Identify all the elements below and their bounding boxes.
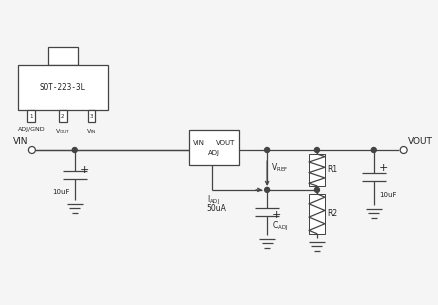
Bar — [48, 47, 78, 65]
Text: VIN: VIN — [14, 137, 29, 146]
Circle shape — [371, 148, 376, 152]
Bar — [28, 110, 35, 122]
Text: 10uF: 10uF — [379, 192, 396, 198]
Text: 50uA: 50uA — [207, 204, 227, 213]
Bar — [18, 65, 108, 110]
Text: VIN: VIN — [193, 139, 205, 145]
Text: I$_{\rm ADJ}$: I$_{\rm ADJ}$ — [207, 194, 220, 207]
Circle shape — [265, 187, 270, 192]
Text: V$_{\rm REF}$: V$_{\rm REF}$ — [271, 162, 288, 174]
Circle shape — [72, 148, 77, 152]
Text: +: + — [379, 163, 388, 173]
Bar — [189, 130, 239, 165]
Circle shape — [314, 187, 319, 192]
Text: V$_{\rm OUT}$: V$_{\rm OUT}$ — [55, 127, 71, 136]
Text: 2: 2 — [61, 114, 64, 119]
Bar — [309, 194, 325, 234]
Text: R1: R1 — [327, 165, 337, 174]
Circle shape — [28, 146, 35, 153]
Text: ADJ: ADJ — [208, 150, 220, 156]
Text: V$_{\rm IN}$: V$_{\rm IN}$ — [86, 127, 97, 136]
Text: 10uF: 10uF — [52, 189, 70, 195]
Bar — [59, 110, 67, 122]
Text: SOT-223-3L: SOT-223-3L — [40, 83, 86, 92]
Circle shape — [265, 148, 270, 152]
Text: ADJ/GND: ADJ/GND — [18, 127, 45, 132]
Text: VOUT: VOUT — [216, 139, 235, 145]
Text: R2: R2 — [327, 209, 337, 218]
Bar — [88, 110, 95, 122]
Circle shape — [400, 146, 407, 153]
Bar — [309, 154, 325, 186]
Text: 1: 1 — [30, 114, 33, 119]
Text: 3: 3 — [90, 114, 93, 119]
Text: +: + — [80, 165, 89, 175]
Text: +: + — [272, 210, 282, 220]
Circle shape — [314, 148, 319, 152]
Text: C$_{\rm ADJ}$: C$_{\rm ADJ}$ — [272, 220, 288, 233]
Text: VOUT: VOUT — [408, 137, 432, 146]
